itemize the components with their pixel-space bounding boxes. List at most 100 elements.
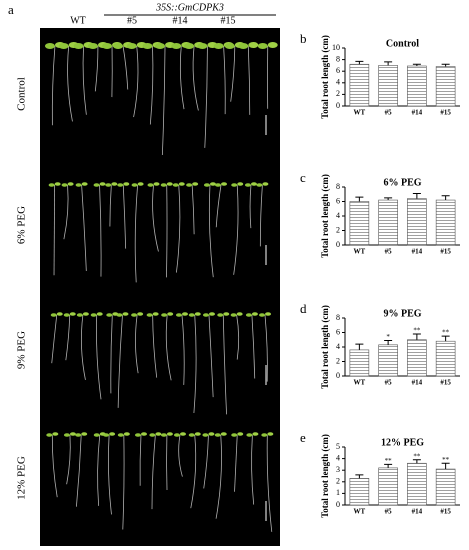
leaf	[160, 433, 167, 437]
root	[82, 45, 87, 115]
x-tick-label: WT	[354, 109, 366, 117]
root	[53, 184, 56, 276]
leaf	[48, 183, 55, 187]
leaf	[217, 313, 224, 317]
error-bar	[384, 463, 393, 468]
panel-letter: e	[300, 430, 306, 445]
panel-letter: c	[300, 170, 306, 185]
bar	[407, 65, 427, 107]
root	[251, 434, 255, 505]
leaf	[152, 312, 159, 316]
root	[67, 45, 73, 122]
y-tick-label: 6	[336, 66, 340, 75]
leaf	[265, 312, 272, 316]
leaf	[267, 432, 274, 436]
significance: **	[442, 456, 450, 464]
error-bar	[355, 343, 364, 350]
leaf	[252, 432, 259, 436]
panel-letter: b	[300, 31, 307, 46]
root	[135, 314, 139, 374]
error-bar	[441, 462, 450, 470]
root	[249, 184, 252, 229]
x-tick-label: #5	[385, 248, 393, 256]
root	[208, 314, 214, 398]
root	[247, 45, 251, 115]
significance: **	[413, 327, 421, 335]
y-tick-label: 8	[336, 182, 340, 191]
column-label: WT	[70, 15, 86, 26]
root	[51, 45, 56, 126]
leaf	[197, 43, 208, 49]
error-bar	[384, 339, 393, 345]
root	[165, 314, 172, 381]
leaf	[93, 183, 100, 187]
chart-title: 6% PEG	[383, 177, 421, 188]
leaf	[251, 312, 258, 316]
leaf	[54, 182, 61, 186]
leaf	[87, 43, 98, 49]
x-tick-label: #5	[385, 379, 393, 387]
y-tick-label: 0	[336, 371, 340, 380]
leaf	[192, 182, 199, 186]
photo	[40, 28, 280, 546]
leaf	[171, 43, 182, 49]
root	[117, 314, 123, 408]
leaf	[161, 313, 168, 317]
leaf	[113, 43, 124, 49]
root	[81, 314, 86, 380]
leaf	[61, 183, 68, 187]
error-bar	[412, 193, 421, 199]
leaf	[106, 313, 113, 317]
column-label: #5	[127, 15, 137, 26]
significance: **	[442, 329, 450, 337]
bar	[378, 344, 398, 377]
leaf	[215, 183, 222, 187]
y-tick-label: 2	[336, 356, 340, 365]
x-tick-label: WT	[354, 248, 366, 256]
chart-title: 12% PEG	[381, 437, 424, 448]
error-bar	[441, 195, 450, 201]
leaf	[209, 182, 216, 186]
y-tick-label: 4	[336, 342, 340, 351]
root	[175, 184, 181, 273]
root	[203, 434, 209, 489]
leaf	[179, 432, 186, 436]
bar	[378, 467, 398, 506]
significance: *	[386, 333, 390, 341]
leaf	[75, 183, 82, 187]
bar	[435, 468, 456, 506]
genotype-header: 35S::GmCDPK3	[155, 2, 224, 13]
x-tick-label: WT	[354, 379, 366, 387]
root	[65, 314, 71, 361]
x-tick-label: #14	[412, 109, 423, 117]
root	[149, 45, 154, 125]
root	[110, 314, 113, 394]
root	[134, 184, 138, 283]
root	[181, 314, 185, 385]
y-tick-label: 0	[336, 240, 340, 249]
error-bar	[441, 335, 450, 342]
leaf	[93, 433, 100, 437]
leaf	[81, 182, 88, 186]
leaf	[44, 43, 55, 49]
leaf	[166, 182, 173, 186]
error-bar	[384, 197, 393, 201]
leaf	[90, 313, 97, 317]
leaf	[213, 43, 224, 49]
root	[152, 314, 158, 378]
leaf	[76, 313, 83, 317]
y-tick-label: 8	[336, 54, 340, 63]
error-bar	[412, 459, 421, 464]
leaf	[236, 312, 243, 316]
root	[51, 314, 58, 364]
leaf	[82, 312, 89, 316]
leaf	[237, 182, 244, 186]
leaf	[160, 183, 167, 187]
leaf	[248, 42, 259, 48]
root	[76, 434, 82, 507]
bar	[378, 65, 398, 107]
y-tick-label: 1	[336, 488, 340, 497]
leaf	[63, 313, 70, 317]
bar	[407, 339, 427, 377]
